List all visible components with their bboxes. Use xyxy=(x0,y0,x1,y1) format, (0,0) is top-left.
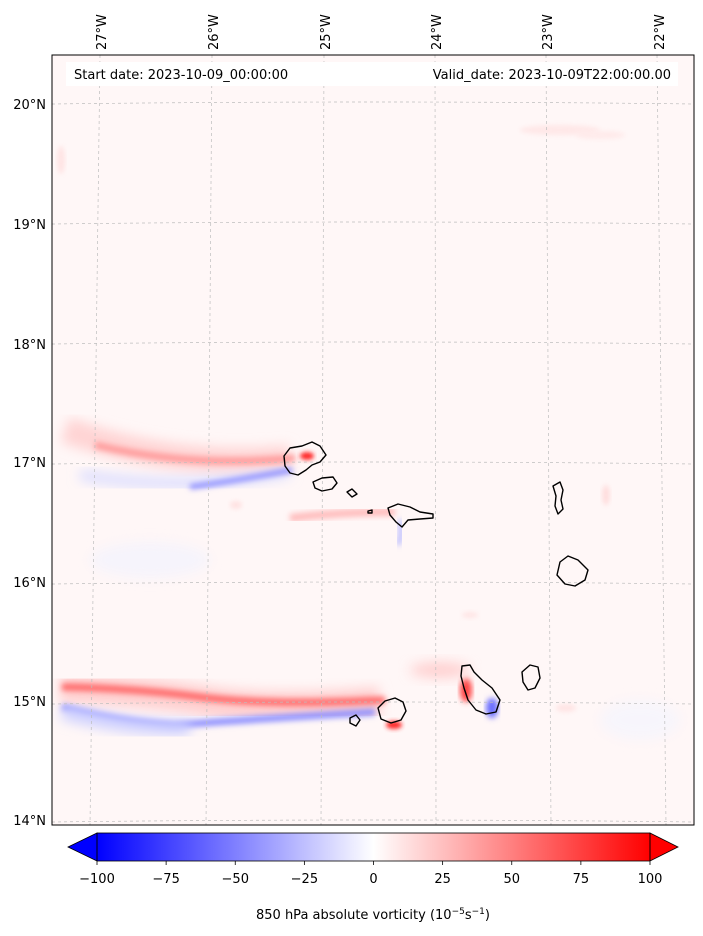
lat-label-14n: 14°N xyxy=(13,814,46,829)
colorbar-label-main: 850 hPa absolute vorticity (10 xyxy=(256,908,452,923)
lon-label-26w: 26°W xyxy=(207,14,222,50)
colorbar-tick-label: −50 xyxy=(222,872,249,887)
colorbar-tick-label: 75 xyxy=(573,872,590,887)
lat-label-20n: 20°N xyxy=(13,98,46,113)
background-vorticity-blobs xyxy=(57,125,680,740)
island-raso xyxy=(367,509,373,514)
lat-label-19n: 19°N xyxy=(13,218,46,233)
island-fogo xyxy=(377,697,407,724)
island-boa-vista xyxy=(556,555,589,587)
colorbar-tick-label: 25 xyxy=(434,872,451,887)
colorbar-ticks: −100 −75 −50 −25 0 25 50 75 100 xyxy=(79,861,662,887)
lon-label-24w: 24°W xyxy=(430,14,445,50)
lon-label-23w: 23°W xyxy=(541,14,556,50)
vorticity-field xyxy=(52,55,694,825)
island-brava xyxy=(349,714,361,727)
valid-date-label: Valid_date: 2023-10-09T22:00:00.00 xyxy=(433,68,671,83)
colorbar-label-mid: s xyxy=(465,908,472,923)
colorbar-label: 850 hPa absolute vorticity (10−5s−1) xyxy=(256,907,490,923)
header-box xyxy=(66,62,678,86)
colorbar-extend-max xyxy=(649,832,679,862)
colorbar-label-exp2: −1 xyxy=(472,907,485,917)
lat-label-16n: 16°N xyxy=(13,576,46,591)
colorbar-extend-min xyxy=(67,832,98,862)
map-frame xyxy=(51,54,695,826)
island-sal xyxy=(552,481,564,515)
lat-label-17n: 17°N xyxy=(13,456,46,471)
island-santa-luzia xyxy=(346,488,358,498)
colorbar: −100 −75 −50 −25 0 25 50 75 100 850 hPa absolute… xyxy=(67,832,679,923)
latitude-labels: 20°N 19°N 18°N 17°N 16°N 15°N 14°N xyxy=(13,98,46,829)
island-sao-nicolau xyxy=(387,503,434,528)
colorbar-tick-label: 100 xyxy=(638,872,663,887)
lat-label-18n: 18°N xyxy=(13,338,46,353)
island-santiago xyxy=(460,664,501,715)
colorbar-label-exp1: −5 xyxy=(452,907,465,917)
colorbar-tick-label: −25 xyxy=(291,872,318,887)
colorbar-tick-label: −100 xyxy=(79,872,115,887)
start-date-label: Start date: 2023-10-09_00:00:00 xyxy=(74,68,288,83)
colorbar-tick-label: 0 xyxy=(369,872,377,887)
map-gridlines xyxy=(52,55,694,825)
island-santo-antao xyxy=(283,441,327,476)
lon-label-22w: 22°W xyxy=(653,14,668,50)
lat-label-15n: 15°N xyxy=(13,695,46,710)
colorbar-body xyxy=(97,833,650,861)
island-sao-vicente xyxy=(312,476,338,492)
lon-label-25w: 25°W xyxy=(319,14,334,50)
colorbar-label-end: ) xyxy=(485,908,490,923)
island-coastlines xyxy=(283,441,589,727)
colorbar-tick-label: 50 xyxy=(503,872,520,887)
longitude-labels: 27°W 26°W 25°W 24°W 23°W 22°W xyxy=(95,14,668,50)
lon-label-27w: 27°W xyxy=(95,14,110,50)
colorbar-tick-label: −75 xyxy=(152,872,179,887)
island-maio xyxy=(521,664,541,691)
northern-vorticity-wake xyxy=(60,417,404,547)
